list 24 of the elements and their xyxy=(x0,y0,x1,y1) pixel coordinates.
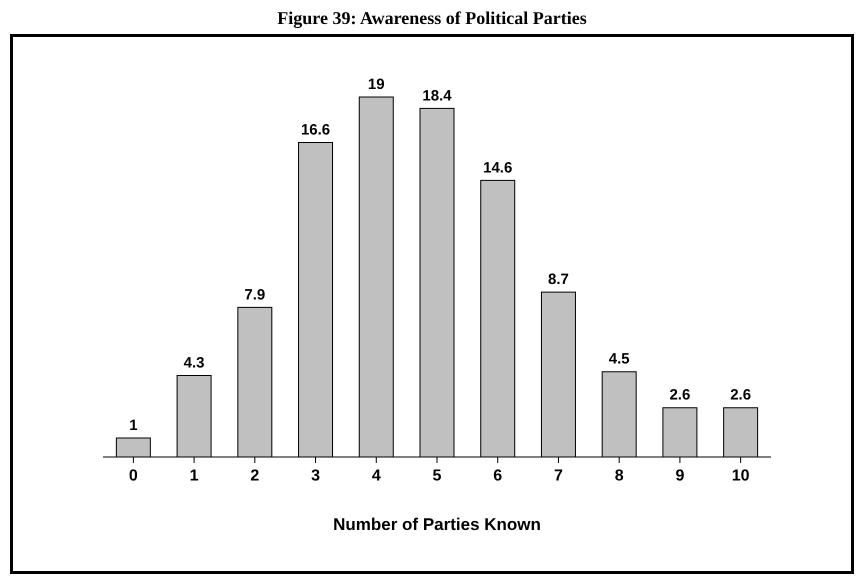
x-tick-label: 0 xyxy=(128,467,138,484)
x-tick-label: 3 xyxy=(311,467,320,484)
x-tick-label: 1 xyxy=(190,467,199,484)
data-label: 8.7 xyxy=(548,271,569,288)
data-label: 2.6 xyxy=(669,386,690,404)
data-label: 2.6 xyxy=(730,386,752,404)
x-tick-label: 9 xyxy=(675,467,684,484)
data-label: 14.6 xyxy=(483,159,512,176)
data-label: 1 xyxy=(129,417,138,434)
data-label: 7.9 xyxy=(244,286,266,304)
x-tick-label: 10 xyxy=(732,467,750,484)
data-label: 4.3 xyxy=(184,354,205,372)
chart-title: Figure 39: Awareness of Political Parties xyxy=(276,8,588,30)
data-label: 18.4 xyxy=(422,87,452,104)
x-tick-label: 7 xyxy=(554,467,563,484)
x-axis-title: Number of Parties Known xyxy=(332,515,542,535)
x-tick-label: 2 xyxy=(250,467,260,484)
x-tick-label: 5 xyxy=(432,467,442,484)
x-tick-label: 8 xyxy=(614,467,624,484)
data-label: 19 xyxy=(368,76,385,93)
x-tick-label: 6 xyxy=(493,467,502,484)
data-label: 16.6 xyxy=(300,121,330,138)
x-tick-label: 4 xyxy=(372,467,381,484)
data-label: 4.5 xyxy=(608,350,630,368)
